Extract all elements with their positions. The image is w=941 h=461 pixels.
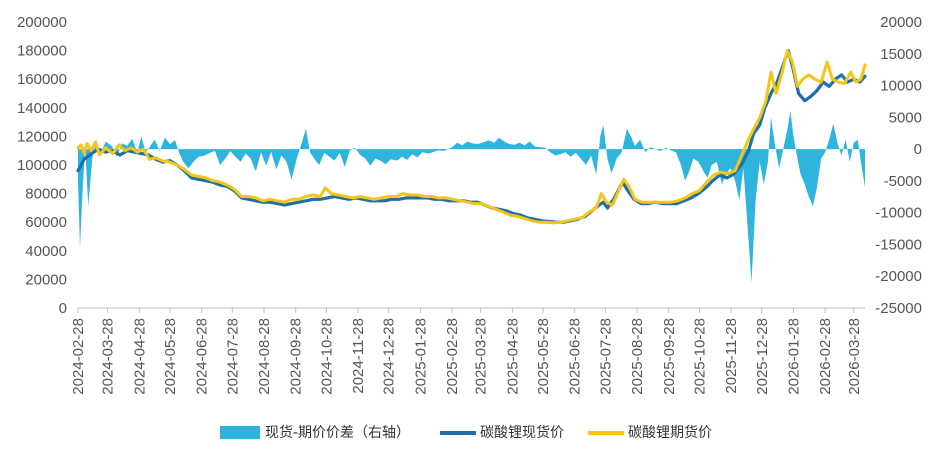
x-tick-label: 2024-08-28 [256,318,273,395]
spread-area-layer [78,111,865,283]
legend-label: 碳酸锂现货价 [480,424,564,441]
left-y-tick-label: 40000 [25,243,67,260]
series-spread-area [78,111,865,283]
right-y-tick-label: 10000 [880,78,922,95]
x-tick-label: 2025-06-28 [567,318,584,395]
legend-item-spread: 现货-期价价差（右轴） [220,424,410,441]
x-tick-label: 2025-05-28 [535,318,552,395]
right-y-tick-label: -5000 [884,173,922,190]
legend-item-spot-price: 碳酸锂现货价 [440,424,564,441]
x-tick-label: 2026-03-28 [846,318,863,395]
right-y-tick-label: 20000 [880,14,922,31]
right-y-tick-label: -10000 [875,205,922,222]
x-tick-label: 2026-01-28 [786,318,803,395]
price-lines-layer [76,49,867,225]
left-y-tick-label: 180000 [17,43,67,60]
left-y-tick-label: 200000 [17,14,67,31]
legend: 现货-期价价差（右轴） 碳酸锂现货价 碳酸锂期货价 [220,424,712,441]
left-y-tick-label: 160000 [17,71,67,88]
left-y-tick-label: 120000 [17,128,67,145]
right-y-tick-label: -25000 [875,300,922,317]
x-tick-label: 2024-10-28 [318,318,335,395]
legend-item-futures-price: 碳酸锂期货价 [588,424,712,441]
x-tick-label: 2025-08-28 [629,318,646,395]
right-y-tick-label: -15000 [875,236,922,253]
x-tick-label: 2025-04-28 [504,318,521,395]
left-y-axis: 0 20000 40000 60000 80000 100000 120000 140000 1… [17,14,67,317]
left-y-tick-label: 60000 [25,214,67,231]
x-tick-label: 2024-05-28 [162,318,179,395]
x-tick-label: 2025-03-28 [473,318,490,395]
x-tick-label: 2024-09-28 [288,318,305,395]
left-y-tick-label: 0 [59,300,67,317]
x-tick-label: 2024-12-28 [381,318,398,395]
legend-label: 碳酸锂期货价 [628,424,712,441]
x-tick-label: 2025-07-28 [597,318,614,395]
right-y-tick-label: -20000 [875,268,922,285]
x-tick-label: 2025-01-28 [412,318,429,395]
x-tick-label: 2024-02-28 [70,318,87,395]
x-tick-label: 2024-06-28 [194,318,211,395]
x-tick-label: 2025-11-28 [723,318,740,394]
x-axis: 2024-02-28 2024-03-28 2024-04-28 2024-05-28… [70,307,865,395]
left-y-tick-label: 100000 [17,157,67,174]
x-tick-label: 2024-04-28 [131,318,148,395]
legend-label: 现货-期价价差（右轴） [265,424,410,441]
series-futures-price-line [76,49,867,225]
x-tick-label: 2025-02-28 [444,318,461,395]
right-y-tick-label: 0 [914,141,922,158]
left-y-tick-label: 80000 [25,186,67,203]
x-tick-label: 2024-03-28 [100,318,117,395]
right-y-tick-label: 15000 [880,46,922,63]
legend-swatch-box [220,426,260,439]
left-y-tick-label: 140000 [17,100,67,117]
x-tick-label: 2025-10-28 [691,318,708,395]
left-y-tick-label: 20000 [25,271,67,288]
x-tick-label: 2024-07-28 [224,318,241,395]
x-tick-label: 2024-11-28 [350,318,367,394]
right-y-axis: -25000 -20000 -15000 -10000 -5000 0 5000 10000 1… [875,14,922,317]
x-tick-label: 2025-09-28 [661,318,678,395]
x-tick-label: 2026-02-28 [817,318,834,395]
x-tick-label: 2025-12-28 [754,318,771,395]
right-y-tick-label: 5000 [889,109,922,126]
